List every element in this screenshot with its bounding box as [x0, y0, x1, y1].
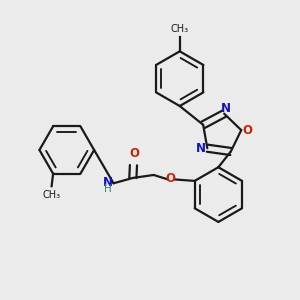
Text: CH₃: CH₃ [43, 190, 61, 200]
Text: O: O [129, 147, 139, 160]
Text: H: H [104, 184, 112, 194]
Text: N: N [220, 102, 231, 115]
Text: O: O [166, 172, 176, 185]
Text: O: O [243, 124, 253, 136]
Text: N: N [103, 176, 113, 189]
Text: N: N [196, 142, 206, 155]
Text: CH₃: CH₃ [171, 24, 189, 34]
